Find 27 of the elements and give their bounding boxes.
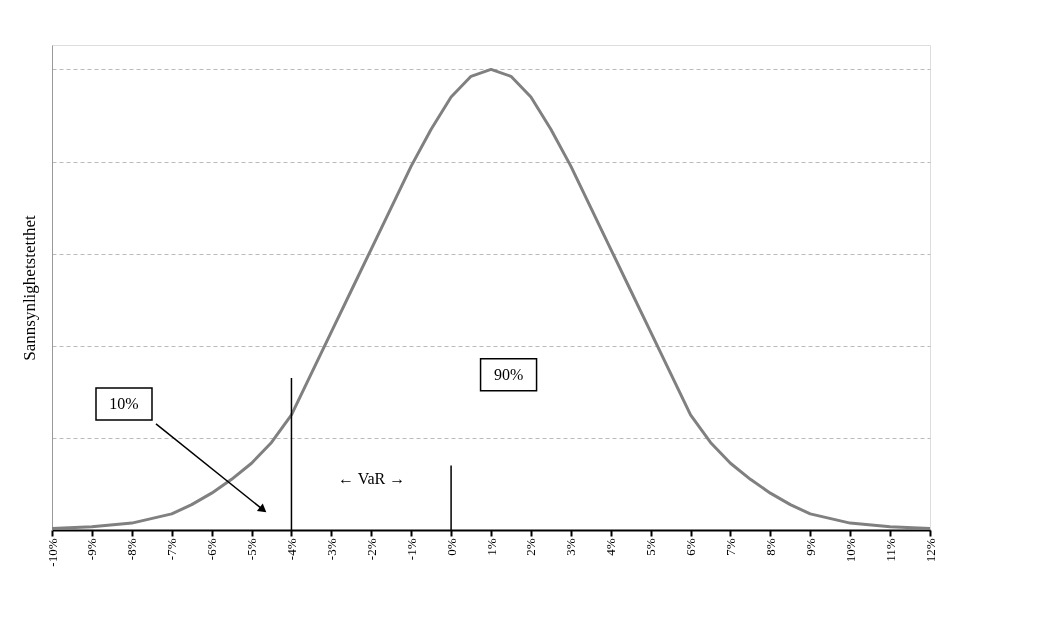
x-tick-label: 8% [762,538,778,556]
x-tick-label: 12% [922,538,938,563]
x-tick-label: -10% [44,538,60,567]
x-tick-label: 10% [842,538,858,563]
y-axis-title: Sannsynlighetstetthet [19,215,39,361]
x-tick-label: 2% [523,538,539,556]
x-tick-label: -3% [323,538,339,561]
x-tick-label: 5% [643,538,659,556]
x-tick-label: -6% [204,538,220,561]
x-tick-label: 1% [483,538,499,556]
x-tick-label: -9% [84,538,100,561]
x-tick-label: 3% [563,538,579,556]
x-tick-label: 11% [882,538,898,562]
x-tick-label: 4% [603,538,619,556]
x-tick-label: -7% [164,538,180,561]
x-tick-label: 7% [722,538,738,556]
x-tick-label: -5% [244,538,260,561]
annotation: 90% [493,365,524,383]
x-tick-label: 0% [443,538,459,556]
x-tick-label: 9% [802,538,818,556]
x-tick-label: 6% [683,538,699,556]
x-tick-label: -4% [283,538,299,561]
x-tick-label: -1% [403,538,419,561]
annotation: 10% [109,394,139,412]
annotation: ← VaR → [337,470,406,488]
x-tick-label: -2% [363,538,379,561]
x-tick-label: -8% [124,538,140,561]
